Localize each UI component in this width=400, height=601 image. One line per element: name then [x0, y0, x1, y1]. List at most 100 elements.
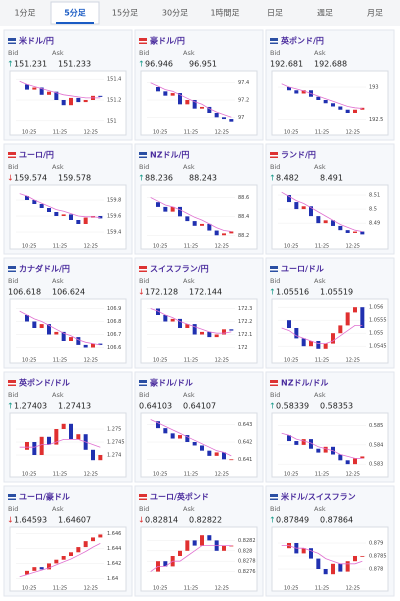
- chart-frame: [140, 184, 258, 250]
- candle: [25, 315, 29, 322]
- y-tick-label: 88.6: [238, 195, 249, 201]
- x-tick-label: 11:25: [184, 244, 198, 250]
- ask-label: Ask: [314, 49, 326, 57]
- candle: [287, 87, 291, 91]
- y-tick-label: 1.0555: [369, 318, 387, 324]
- pair-name[interactable]: 豪ドル/ドル: [150, 378, 193, 388]
- pair-name[interactable]: 英ポンド/円: [280, 36, 324, 46]
- candle: [214, 452, 219, 456]
- x-tick-label: 12:25: [215, 244, 229, 250]
- flag-stripe: [8, 155, 16, 157]
- tab[interactable]: [351, 2, 399, 24]
- candle: [360, 456, 365, 459]
- moving-average: [281, 191, 363, 232]
- candle: [229, 329, 234, 331]
- candle: [39, 436, 44, 455]
- y-tick-label: 106.7: [107, 332, 121, 338]
- pair-name[interactable]: ランド/円: [281, 151, 316, 160]
- candle: [338, 106, 343, 110]
- tab-label[interactable]: 日足: [267, 9, 283, 18]
- x-tick-label: 12:25: [215, 130, 229, 136]
- ask-price: 96.951: [189, 60, 217, 69]
- candle: [301, 439, 306, 445]
- moving-average: [150, 419, 232, 457]
- candle: [301, 90, 306, 94]
- pair-name[interactable]: 英ポンド/ドル: [18, 378, 70, 388]
- pair-name[interactable]: 米ドル/円: [18, 36, 54, 46]
- x-tick-label: 10:25: [22, 472, 36, 478]
- tab[interactable]: [301, 2, 349, 24]
- flag-stripe: [8, 41, 16, 43]
- candle: [170, 318, 175, 322]
- tab[interactable]: [101, 2, 149, 24]
- ask-label: Ask: [52, 49, 64, 57]
- bid-price: 1.64593: [14, 516, 47, 525]
- tab[interactable]: [201, 2, 249, 24]
- tab-label[interactable]: 1分足: [14, 9, 35, 18]
- moving-average: [19, 193, 101, 218]
- x-tick-label: 11:25: [53, 244, 67, 250]
- pair-name[interactable]: スイスフラン/円: [150, 265, 209, 274]
- ask-price: 1.05519: [320, 288, 353, 297]
- x-tick-label: 10:25: [284, 472, 298, 478]
- trend-arrow: ↓: [138, 288, 145, 297]
- pair-name[interactable]: ユーロ/豪ドル: [19, 492, 70, 502]
- candle: [316, 341, 321, 349]
- pair-name[interactable]: ユーロ/英ポンド: [150, 492, 209, 502]
- y-tick-label: 0.8785: [369, 554, 387, 560]
- candle: [69, 423, 73, 440]
- candle: [323, 220, 328, 224]
- candle: [163, 428, 168, 434]
- candle: [39, 87, 44, 95]
- candle: [91, 343, 95, 348]
- ask-label: Ask: [183, 49, 195, 57]
- pair-name[interactable]: 米ドル/スイスフラン: [280, 492, 356, 502]
- pair-name[interactable]: 豪ドル/円: [150, 36, 185, 46]
- candle: [32, 321, 37, 328]
- pair-name[interactable]: NZドル/ドル: [281, 379, 328, 388]
- bid-label: Bid: [139, 505, 149, 513]
- moving-average: [19, 543, 101, 578]
- bid-label: Bid: [270, 391, 280, 399]
- x-tick-label: 12:25: [215, 472, 229, 478]
- chart-frame: [271, 70, 389, 136]
- tab-label[interactable]: 30分足: [162, 9, 188, 18]
- tab[interactable]: [251, 2, 299, 24]
- x-tick-label: 11:25: [315, 244, 329, 250]
- pair-name[interactable]: ユーロ/円: [19, 151, 54, 160]
- bid-label: Bid: [8, 277, 18, 285]
- pair-name[interactable]: カナダドル/円: [19, 264, 70, 274]
- y-tick-label: 0.585: [369, 423, 383, 429]
- tab[interactable]: [151, 2, 199, 24]
- candle: [54, 559, 59, 564]
- tab-label[interactable]: 15分足: [112, 9, 138, 18]
- chart-frame: [9, 526, 127, 592]
- bid-price: 8.482: [276, 174, 299, 183]
- tab[interactable]: [1, 2, 49, 24]
- pair-name[interactable]: ユーロ/ドル: [281, 265, 324, 274]
- candle: [338, 454, 343, 461]
- ask-price: 106.624: [52, 288, 85, 297]
- ask-price: 172.144: [189, 288, 222, 297]
- pair-name[interactable]: NZドル/円: [150, 151, 189, 160]
- tab-label[interactable]: 1時間足: [210, 9, 239, 18]
- tab-label[interactable]: 週足: [317, 9, 333, 18]
- tab-label[interactable]: 月足: [367, 9, 383, 18]
- candle: [69, 214, 73, 220]
- tab-label[interactable]: 5分足: [64, 8, 87, 18]
- y-tick-label: 106.6: [107, 345, 121, 351]
- candle: [222, 329, 226, 335]
- chart-frame: [271, 184, 389, 250]
- candle: [163, 561, 168, 567]
- bid-label: Bid: [139, 163, 149, 171]
- x-tick-label: 11:25: [315, 586, 329, 592]
- x-tick-label: 12:25: [346, 358, 360, 364]
- x-tick-label: 12:25: [84, 472, 98, 478]
- flag-stripe: [8, 383, 16, 385]
- candle: [301, 338, 306, 347]
- candle: [69, 337, 73, 341]
- moving-average: [19, 310, 101, 346]
- x-tick-label: 10:25: [153, 130, 167, 136]
- candle: [331, 563, 335, 575]
- bid-price: 159.574: [14, 174, 47, 183]
